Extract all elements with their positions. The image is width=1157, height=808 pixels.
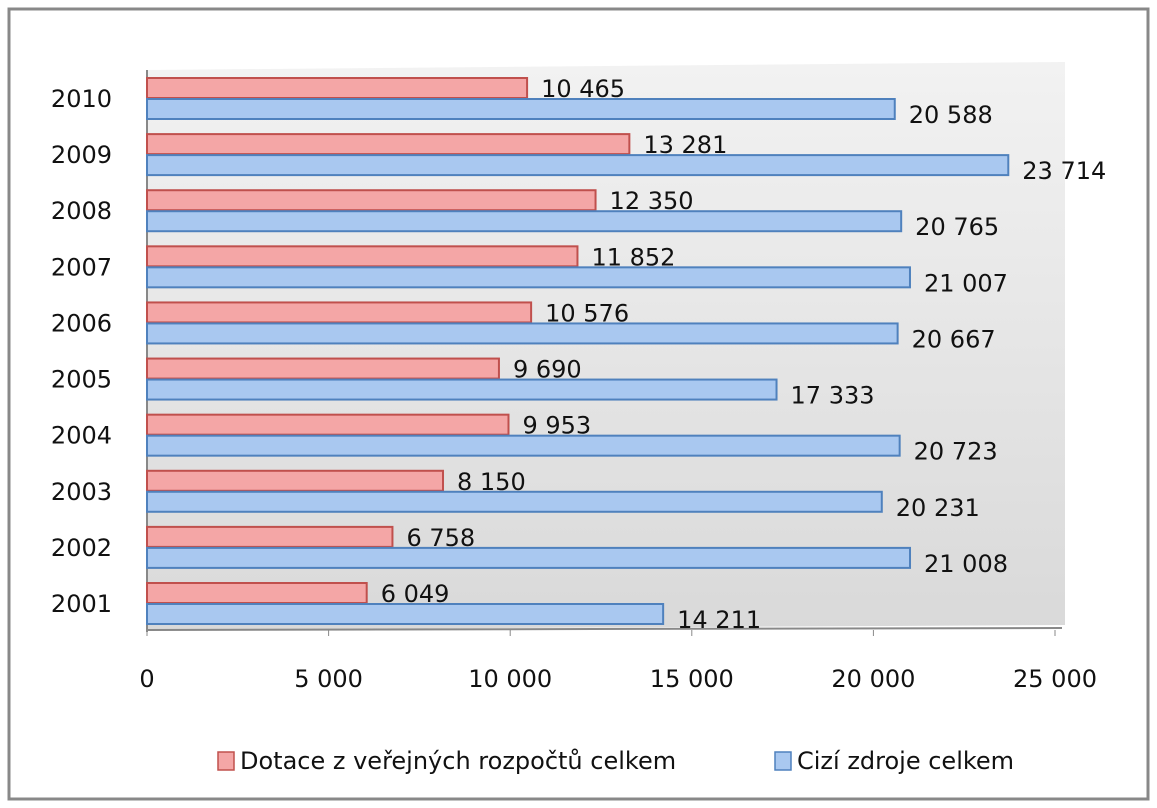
data-label: 20 667 [912, 325, 996, 353]
y-tick-label: 2001 [51, 590, 112, 618]
data-label: 21 008 [924, 550, 1008, 578]
bar [146, 189, 597, 212]
bar [146, 322, 899, 345]
y-tick-label: 2008 [51, 197, 112, 225]
data-label: 20 765 [915, 213, 999, 241]
bar [146, 357, 500, 380]
legend-swatch [774, 751, 792, 771]
data-label: 20 723 [914, 438, 998, 466]
x-tick-label: 0 [139, 665, 154, 693]
bar [146, 245, 579, 268]
bar [146, 469, 445, 492]
y-tick-label: 2007 [51, 253, 112, 281]
data-label: 21 007 [924, 269, 1008, 297]
bar [146, 434, 901, 457]
data-label: 23 714 [1022, 157, 1106, 185]
y-tick-label: 2005 [51, 366, 112, 394]
bar [146, 546, 912, 569]
x-tick-label: 25 000 [1013, 665, 1097, 693]
data-label: 14 211 [677, 606, 761, 634]
bar [146, 301, 533, 324]
bar [146, 525, 394, 548]
x-tick-label: 20 000 [831, 665, 915, 693]
data-label: 17 333 [791, 382, 875, 410]
y-tick-label: 2003 [51, 478, 112, 506]
y-tick-label: 2002 [51, 534, 112, 562]
data-label: 20 231 [896, 494, 980, 522]
x-tick-label: 5 000 [294, 665, 363, 693]
bar [146, 266, 911, 289]
bar [146, 98, 896, 120]
x-axis [146, 627, 1063, 631]
legend-swatch [217, 751, 235, 771]
bar [146, 413, 510, 436]
bar [146, 490, 883, 513]
legend-label: Dotace z veřejných rozpočtů celkem [240, 747, 676, 775]
y-tick-label: 2009 [51, 141, 112, 169]
bar [146, 603, 665, 625]
data-label: 20 588 [909, 101, 993, 129]
x-tick-label: 10 000 [468, 665, 552, 693]
legend-label: Cizí zdroje celkem [797, 747, 1014, 775]
x-tick-label: 15 000 [650, 665, 734, 693]
y-tick-label: 2004 [51, 422, 112, 450]
y-tick-label: 2006 [51, 309, 112, 337]
bar [146, 378, 778, 401]
y-tick-label: 2010 [51, 85, 112, 113]
bar [146, 154, 1010, 177]
bar [146, 582, 368, 604]
bar [146, 210, 903, 233]
bar [146, 133, 631, 156]
bar [146, 77, 529, 99]
